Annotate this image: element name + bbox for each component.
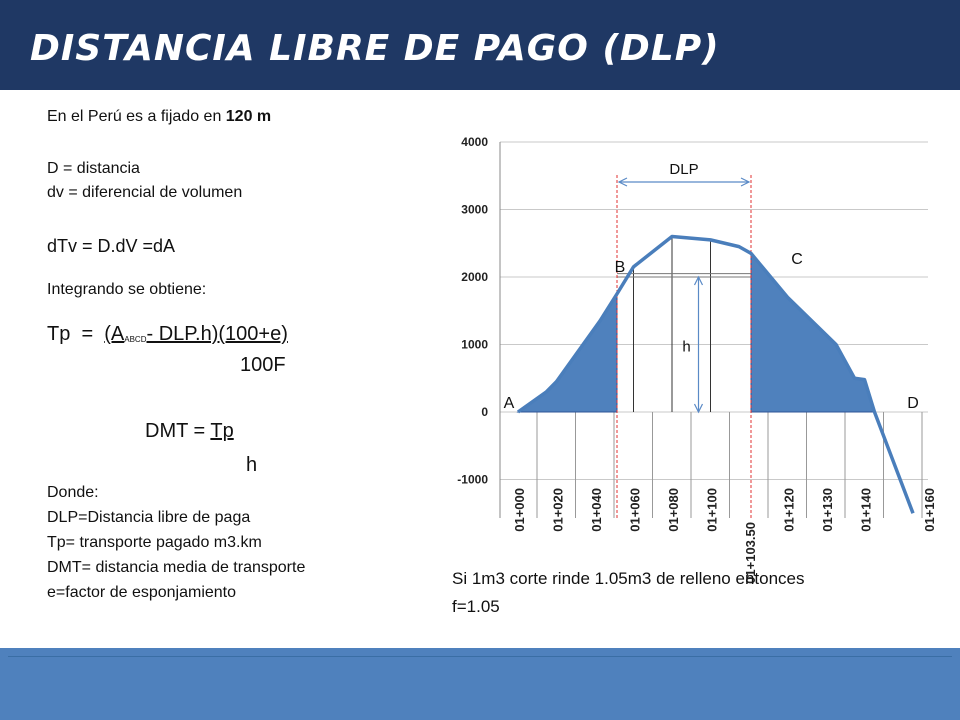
y-tick-label: 3000: [461, 203, 488, 217]
point-label-b: B: [615, 259, 626, 276]
integrando-text: Integrando se obtiene:: [47, 281, 207, 298]
x-tick-label: 01+040: [589, 488, 604, 532]
tp-num-a: (A: [104, 323, 125, 345]
intro-value: 120 m: [225, 108, 272, 125]
definition-dmt: DMT= distancia media de transporte: [47, 559, 306, 576]
dmt-lhs: DMT =: [145, 420, 211, 442]
dlp-label: DLP: [669, 161, 698, 178]
formula-dmt: DMT = Tp: [145, 420, 234, 443]
formula-tp: Tp = (AABCD- DLP.h)(100+e): [47, 323, 288, 346]
series-line: [516, 234, 915, 514]
y-tick-label: 1000: [461, 338, 488, 352]
footer-inner: [8, 656, 952, 715]
x-tick-label: 01+140: [859, 488, 874, 532]
h-label: h: [682, 338, 690, 355]
y-tick-label: 0: [481, 405, 488, 419]
x-tick-label: 01+020: [551, 488, 566, 532]
dmt-denominator: h: [246, 454, 258, 476]
dlp-arrow-head-left: [617, 177, 628, 187]
footer-bar: [0, 648, 960, 720]
definition-d: D = distancia: [47, 160, 140, 177]
tp-num-subscript: ABCD: [124, 335, 147, 344]
donde-label: Donde:: [47, 484, 99, 501]
tp-numerator: (AABCD- DLP.h)(100+e): [104, 323, 288, 345]
tp-num-rest: - DLP.h)(100+e): [146, 323, 288, 345]
x-tick-label: 01+100: [705, 488, 720, 532]
dlp-arrow-head-right: [740, 177, 751, 187]
note-line1: Si 1m3 corte rinde 1.05m3 de relleno ent…: [452, 569, 805, 588]
point-label-d: D: [907, 395, 919, 412]
x-tick-label: 01+000: [512, 488, 527, 532]
y-tick-label: -1000: [457, 473, 488, 487]
y-tick-label: 2000: [461, 270, 488, 284]
x-tick-label: 01+120: [782, 488, 797, 532]
note-line2: f=1.05: [452, 597, 500, 616]
note: Si 1m3 corte rinde 1.05m3 de relleno ent…: [452, 565, 922, 621]
tp-denominator: 100F: [240, 354, 286, 376]
x-tick-label: 01+103.50: [743, 522, 758, 584]
h-arrow-head-bottom: [693, 403, 704, 414]
intro-text: En el Perú es a fijado en: [47, 108, 226, 125]
x-tick-label: 01+160: [922, 488, 937, 532]
mass-diagram-chart: 4000 3000 2000 1000 0 -1000 DLP h A B C D 01+000 01+0…: [457, 135, 937, 584]
cut-area-left: [516, 292, 618, 413]
y-tick-label: 4000: [461, 135, 488, 149]
tp-lhs: Tp =: [47, 323, 105, 345]
x-tick-label: 01+080: [666, 488, 681, 532]
definition-dlp: DLP=Distancia libre de paga: [47, 509, 251, 526]
definition-dv: dv = diferencial de volumen: [47, 184, 243, 201]
formula-dtv: dTv = D.dV =dA: [47, 236, 176, 256]
point-label-c: C: [791, 251, 803, 268]
point-label-a: A: [504, 395, 515, 412]
x-tick-label: 01+060: [628, 488, 643, 532]
h-arrow-head-top: [693, 275, 704, 286]
slide-title: DISTANCIA LIBRE DE PAGO (DLP): [30, 28, 720, 69]
intro-line: En el Perú es a fijado en 120 m: [47, 108, 271, 126]
dmt-numerator: Tp: [210, 420, 234, 442]
definition-tp: Tp= transporte pagado m3.km: [47, 534, 262, 551]
definition-e: e=factor de esponjamiento: [47, 584, 237, 601]
title-bar: DISTANCIA LIBRE DE PAGO (DLP): [0, 0, 960, 90]
x-tick-label: 01+130: [820, 488, 835, 532]
